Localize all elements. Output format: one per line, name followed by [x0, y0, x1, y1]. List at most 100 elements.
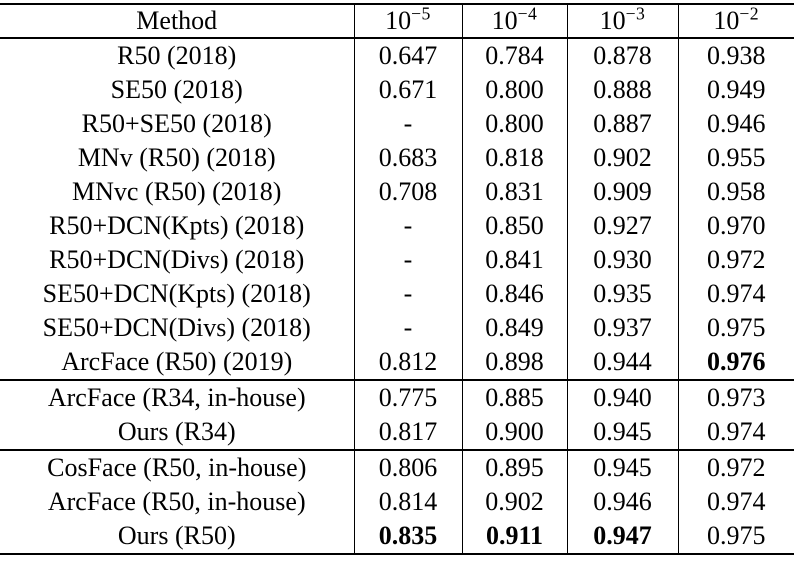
- value-cell: 0.902: [461, 485, 567, 519]
- value-cell: 0.898: [461, 345, 567, 380]
- value-cell: 0.911: [461, 519, 567, 554]
- method-cell: SE50+DCN(Divs) (2018): [42, 313, 311, 343]
- value-cell: 0.806: [353, 449, 462, 485]
- value-cell: 0.814: [353, 485, 462, 519]
- far-exponent: −3: [625, 4, 646, 24]
- far-base: 10: [385, 6, 412, 36]
- value-cell: 0.818: [461, 141, 567, 175]
- value-cell: -: [353, 311, 462, 345]
- table-row: SE50 (2018) 0.671 0.800 0.888 0.949: [0, 73, 794, 107]
- table-row: MNv (R50) (2018) 0.683 0.818 0.902 0.955: [0, 141, 794, 175]
- value-cell: 0.647: [353, 38, 462, 73]
- value-cell: 0.955: [677, 141, 794, 175]
- method-cell: Ours (R34): [117, 417, 236, 447]
- method-cell: R50 (2018): [117, 41, 237, 71]
- value-cell: 0.800: [461, 73, 567, 107]
- table-row: ArcFace (R34, in-house) 0.775 0.885 0.940 0.…: [0, 379, 794, 415]
- value-cell: 0.973: [677, 379, 794, 415]
- value-cell: 0.937: [566, 311, 678, 345]
- table-row: SE50+DCN(Divs) (2018) -0.849 0.937 0.975: [0, 311, 794, 345]
- value-cell: 0.945: [566, 449, 678, 485]
- value-cell: 0.812: [353, 345, 462, 380]
- header-row: Method 10−5 10−4 10−3 10−2: [0, 4, 794, 39]
- value-cell: 0.849: [461, 311, 567, 345]
- value-cell: 0.671: [353, 73, 462, 107]
- value-cell: 0.831: [461, 175, 567, 209]
- table-row: Ours (R34) 0.817 0.900 0.945 0.974: [0, 415, 794, 450]
- value-cell: 0.902: [566, 141, 678, 175]
- value-cell: 0.958: [677, 175, 794, 209]
- table-section-1: R50 (2018) 0.647 0.784 0.878 0.938 SE50 (2018…: [0, 38, 794, 380]
- value-cell: 0.841: [461, 243, 567, 277]
- method-cell: MNv (R50) (2018): [77, 143, 276, 173]
- table-row: ArcFace (R50, in-house) 0.814 0.902 0.946 0.…: [0, 485, 794, 519]
- value-cell: 0.927: [566, 209, 678, 243]
- table-row: R50+SE50 (2018) -0.800 0.887 0.946: [0, 107, 794, 141]
- value-cell: 0.974: [677, 415, 794, 450]
- method-cell: R50+DCN(Kpts) (2018): [49, 211, 305, 241]
- value-cell: 0.945: [566, 415, 678, 450]
- far-column-header-1e-3: 10−3: [566, 4, 678, 39]
- value-cell: 0.800: [461, 107, 567, 141]
- value-cell: 0.974: [677, 485, 794, 519]
- value-cell: 0.895: [461, 449, 567, 485]
- value-cell: 0.949: [677, 73, 794, 107]
- value-cell: 0.935: [566, 277, 678, 311]
- table-container: Method 10−5 10−4 10−3 10−2 R50 (2018) 0.6…: [0, 3, 794, 555]
- value-cell: -: [353, 209, 462, 243]
- results-table: Method 10−5 10−4 10−3 10−2 R50 (2018) 0.6…: [0, 3, 794, 555]
- value-cell: 0.947: [566, 519, 678, 554]
- value-cell: 0.683: [353, 141, 462, 175]
- value-cell: 0.975: [677, 519, 794, 554]
- value-cell: 0.940: [566, 379, 678, 415]
- method-column-header: Method: [0, 4, 354, 39]
- far-exponent: −4: [517, 4, 538, 24]
- method-cell: Ours (R50): [117, 521, 236, 551]
- method-cell: CosFace (R50, in-house): [0, 449, 354, 485]
- value-cell: -: [353, 107, 462, 141]
- value-cell: 0.708: [353, 175, 462, 209]
- method-cell: SE50 (2018): [110, 75, 243, 105]
- value-cell: 0.887: [566, 107, 678, 141]
- value-cell: 0.946: [677, 107, 794, 141]
- far-column-header-1e-4: 10−4: [461, 4, 567, 39]
- table-row: MNvc (R50) (2018) 0.708 0.831 0.909 0.958: [0, 175, 794, 209]
- far-exponent: −2: [739, 4, 760, 24]
- value-cell: 0.930: [566, 243, 678, 277]
- value-cell: 0.835: [353, 519, 462, 554]
- method-cell: ArcFace (R50, in-house): [47, 487, 306, 517]
- far-column-header-1e-2: 10−2: [677, 4, 794, 39]
- value-cell: 0.975: [677, 311, 794, 345]
- far-exponent: −5: [411, 4, 431, 24]
- value-cell: 0.944: [566, 345, 678, 380]
- table-row: SE50+DCN(Kpts) (2018) -0.846 0.935 0.974: [0, 277, 794, 311]
- value-cell: 0.900: [461, 415, 567, 450]
- table-row: ArcFace (R50) (2019) 0.812 0.898 0.944 0.976: [0, 345, 794, 380]
- table-row: CosFace (R50, in-house) 0.806 0.895 0.945 0.…: [0, 449, 794, 485]
- value-cell: 0.850: [461, 209, 567, 243]
- table-row: R50+DCN(Kpts) (2018) -0.850 0.927 0.970: [0, 209, 794, 243]
- value-cell: 0.784: [461, 38, 567, 73]
- table-header: Method 10−5 10−4 10−3 10−2: [0, 4, 794, 39]
- table-section-3: CosFace (R50, in-house) 0.806 0.895 0.945 0.…: [0, 449, 794, 554]
- far-base: 10: [491, 6, 518, 36]
- method-cell: ArcFace (R50) (2019): [61, 347, 293, 377]
- table-row: Ours (R50) 0.835 0.911 0.947 0.975: [0, 519, 794, 554]
- method-cell: R50+DCN(Divs) (2018): [49, 245, 305, 275]
- value-cell: 0.946: [566, 485, 678, 519]
- method-cell: SE50+DCN(Kpts) (2018): [42, 279, 311, 309]
- method-cell: R50+SE50 (2018): [81, 109, 272, 139]
- far-base: 10: [599, 6, 626, 36]
- far-column-header-1e-5: 10−5: [353, 4, 462, 39]
- table-row: R50+DCN(Divs) (2018) -0.841 0.930 0.972: [0, 243, 794, 277]
- value-cell: 0.775: [353, 379, 462, 415]
- method-cell: ArcFace (R34, in-house): [0, 379, 354, 415]
- value-cell: 0.909: [566, 175, 678, 209]
- table-section-2: ArcFace (R34, in-house) 0.775 0.885 0.940 0.…: [0, 379, 794, 450]
- value-cell: 0.846: [461, 277, 567, 311]
- value-cell: 0.878: [566, 38, 678, 73]
- far-base: 10: [713, 6, 740, 36]
- value-cell: 0.817: [353, 415, 462, 450]
- table-row: R50 (2018) 0.647 0.784 0.878 0.938: [0, 38, 794, 73]
- value-cell: 0.888: [566, 73, 678, 107]
